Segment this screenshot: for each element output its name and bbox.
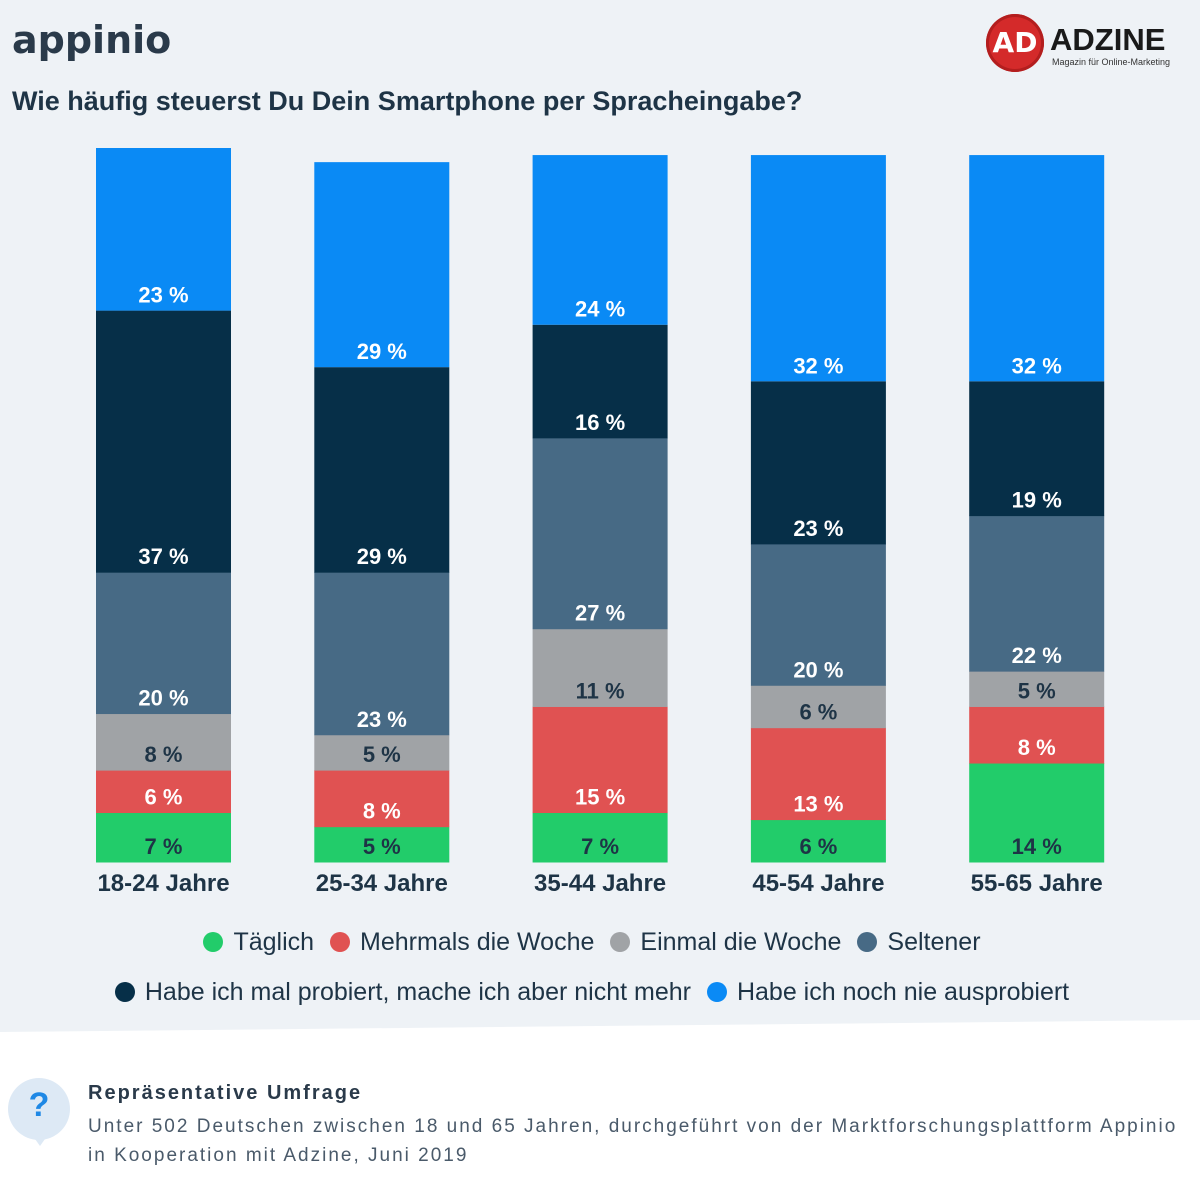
data-label-55-65-jahre-seltener: 22 %: [1012, 643, 1062, 668]
bar-segment-45-54-jahre-einmal-die-woche: [750, 685, 886, 729]
chart-title: Wie häufig steuerst Du Dein Smartphone p…: [12, 86, 803, 116]
bar-segment-45-54-jahre-t-glich: [750, 819, 886, 863]
data-label-18-24-jahre-habe-ich-mal-probiert-mache-ich-aber-nicht-mehr: 37 %: [138, 544, 188, 569]
data-label-18-24-jahre-seltener: 20 %: [138, 686, 188, 711]
data-label-45-54-jahre-habe-ich-mal-probiert-mache-ich-aber-nicht-mehr: 23 %: [793, 516, 843, 541]
data-label-25-34-jahre-t-glich: 5 %: [363, 834, 401, 859]
data-label-45-54-jahre-habe-ich-noch-nie-ausprobiert: 32 %: [793, 353, 843, 378]
adzine-logo: AD ADZINE Magazin für Online-Marketing: [986, 14, 1186, 76]
legend-dot-icon: [610, 932, 631, 952]
bar-segment-55-65-jahre-einmal-die-woche: [969, 671, 1105, 707]
question-icon-glyph: ?: [28, 1086, 50, 1124]
bar-segment-55-65-jahre-mehrmals-die-woche: [969, 706, 1105, 764]
footer-text: Unter 502 Deutschen zwischen 18 und 65 J…: [88, 1116, 1178, 1166]
bar-segment-35-44-jahre-einmal-die-woche: [532, 628, 668, 707]
bar-segment-45-54-jahre-mehrmals-die-woche: [750, 727, 886, 821]
legend-label: Mehrmals die Woche: [360, 928, 595, 956]
category-label-25-34-jahre: 25-34 Jahre: [316, 870, 448, 897]
stacked-bar-chart: 7 % 6 % 8 % 20 % 37 % 23 % 18-24 Jahre 5 % 8 % 5 …: [96, 148, 1105, 897]
bar-segment-25-34-jahre-habe-ich-mal-probiert-mache-ich-aber-nicht-mehr: [314, 367, 450, 573]
footer-panel: [0, 1020, 1200, 1200]
data-label-35-44-jahre-habe-ich-mal-probiert-mache-ich-aber-nicht-mehr: 16 %: [575, 410, 625, 435]
data-label-45-54-jahre-t-glich: 6 %: [799, 834, 837, 859]
bar-segment-35-44-jahre-t-glich: [532, 812, 668, 863]
category-label-18-24-jahre: 18-24 Jahre: [97, 870, 229, 897]
legend-label: Habe ich noch nie ausprobiert: [736, 978, 1070, 1006]
data-label-25-34-jahre-habe-ich-noch-nie-ausprobiert: 29 %: [357, 339, 407, 364]
legend-dot-icon: [203, 932, 224, 952]
data-label-25-34-jahre-einmal-die-woche: 5 %: [363, 742, 401, 767]
bar-segment-25-34-jahre-mehrmals-die-woche: [314, 770, 450, 828]
data-label-35-44-jahre-t-glich: 7 %: [581, 834, 619, 859]
adzine-logo-word: ADZINE: [1050, 22, 1166, 57]
legend-dot-icon: [706, 982, 727, 1002]
legend-label: Einmal die Woche: [640, 928, 842, 956]
bar-segment-45-54-jahre-seltener: [750, 543, 886, 686]
bar-segment-55-65-jahre-habe-ich-noch-nie-ausprobiert: [969, 155, 1105, 382]
data-label-35-44-jahre-mehrmals-die-woche: 15 %: [575, 785, 625, 810]
legend-dot-icon: [857, 932, 878, 952]
data-label-35-44-jahre-habe-ich-noch-nie-ausprobiert: 24 %: [575, 297, 625, 322]
legend-item-habe-ich-mal-probiert-mache-ich-aber-nicht-mehr: Habe ich mal probiert, mache ich aber ni…: [114, 978, 691, 1007]
legend-item-einmal-die-woche: Einmal die Woche: [610, 928, 841, 957]
category-label-55-65-jahre: 55-65 Jahre: [971, 870, 1103, 897]
data-label-25-34-jahre-mehrmals-die-woche: 8 %: [363, 799, 401, 824]
legend-item-seltener: Seltener: [857, 928, 981, 957]
data-label-18-24-jahre-habe-ich-noch-nie-ausprobiert: 23 %: [138, 283, 188, 308]
data-label-55-65-jahre-einmal-die-woche: 5 %: [1018, 678, 1056, 703]
bar-segment-55-65-jahre-seltener: [969, 515, 1105, 672]
bar-segment-25-34-jahre-einmal-die-woche: [314, 734, 450, 771]
legend-dot-icon: [114, 982, 135, 1002]
bar-segment-55-65-jahre-t-glich: [969, 763, 1105, 863]
bar-segment-18-24-jahre-habe-ich-mal-probiert-mache-ich-aber-nicht-mehr: [96, 310, 231, 573]
bar-segment-35-44-jahre-mehrmals-die-woche: [532, 706, 668, 814]
data-label-18-24-jahre-einmal-die-woche: 8 %: [145, 742, 183, 767]
adzine-logo-mark-text: AD: [992, 26, 1038, 59]
bar-segment-45-54-jahre-habe-ich-noch-nie-ausprobiert: [750, 155, 886, 382]
data-label-45-54-jahre-seltener: 20 %: [793, 657, 843, 682]
footer-title: Repräsentative Umfrage: [88, 1082, 363, 1104]
category-label-45-54-jahre: 45-54 Jahre: [752, 870, 884, 897]
legend-dot-icon: [330, 932, 351, 952]
bar-segment-35-44-jahre-seltener: [532, 437, 668, 630]
legend-label: Täglich: [233, 928, 315, 956]
bar-segment-18-24-jahre-habe-ich-noch-nie-ausprobiert: [96, 148, 231, 311]
appinio-logo: appinio: [12, 18, 172, 62]
question-icon-tail: [30, 1132, 50, 1146]
bar-segment-25-34-jahre-habe-ich-noch-nie-ausprobiert: [314, 162, 450, 368]
bar-segment-25-34-jahre-seltener: [314, 572, 450, 736]
data-label-45-54-jahre-einmal-die-woche: 6 %: [799, 700, 837, 725]
legend-row-2: Habe ich mal probiert, mache ich aber ni…: [0, 978, 1200, 1007]
legend-item-t-glich: Täglich: [203, 928, 314, 957]
data-label-55-65-jahre-habe-ich-noch-nie-ausprobiert: 32 %: [1012, 353, 1062, 378]
legend-row-1: Täglich Mehrmals die Woche Einmal die Woch…: [0, 928, 1200, 957]
data-label-55-65-jahre-t-glich: 14 %: [1012, 834, 1062, 859]
data-label-18-24-jahre-mehrmals-die-woche: 6 %: [145, 785, 183, 810]
bar-segment-45-54-jahre-habe-ich-mal-probiert-mache-ich-aber-nicht-mehr: [750, 381, 886, 545]
data-label-18-24-jahre-t-glich: 7 %: [145, 834, 183, 859]
legend-item-habe-ich-noch-nie-ausprobiert: Habe ich noch nie ausprobiert: [706, 978, 1070, 1007]
legend-label: Habe ich mal probiert, mache ich aber ni…: [144, 978, 691, 1006]
data-label-55-65-jahre-habe-ich-mal-probiert-mache-ich-aber-nicht-mehr: 19 %: [1012, 488, 1062, 513]
bar-segment-55-65-jahre-habe-ich-mal-probiert-mache-ich-aber-nicht-mehr: [969, 381, 1105, 517]
data-label-45-54-jahre-mehrmals-die-woche: 13 %: [793, 792, 843, 817]
adzine-logo-tagline: Magazin für Online-Marketing: [1052, 57, 1171, 67]
category-label-35-44-jahre: 35-44 Jahre: [534, 870, 666, 897]
bar-segment-35-44-jahre-habe-ich-mal-probiert-mache-ich-aber-nicht-mehr: [532, 324, 668, 439]
bar-segment-18-24-jahre-t-glich: [96, 812, 231, 863]
legend-item-mehrmals-die-woche: Mehrmals die Woche: [330, 928, 594, 957]
legend-label: Seltener: [887, 928, 981, 956]
bar-segment-18-24-jahre-einmal-die-woche: [96, 713, 231, 771]
bar-segment-25-34-jahre-t-glich: [314, 826, 450, 863]
data-label-55-65-jahre-mehrmals-die-woche: 8 %: [1018, 735, 1056, 760]
bar-segment-35-44-jahre-habe-ich-noch-nie-ausprobiert: [532, 155, 668, 325]
data-label-35-44-jahre-seltener: 27 %: [575, 601, 625, 626]
data-label-35-44-jahre-einmal-die-woche: 11 %: [576, 678, 625, 703]
adzine-logo-mark: [986, 14, 1044, 72]
data-label-25-34-jahre-habe-ich-mal-probiert-mache-ich-aber-nicht-mehr: 29 %: [357, 544, 407, 569]
data-label-25-34-jahre-seltener: 23 %: [357, 707, 407, 732]
bar-segment-18-24-jahre-mehrmals-die-woche: [96, 770, 231, 814]
bar-segment-18-24-jahre-seltener: [96, 572, 231, 715]
question-icon: [8, 1078, 70, 1140]
